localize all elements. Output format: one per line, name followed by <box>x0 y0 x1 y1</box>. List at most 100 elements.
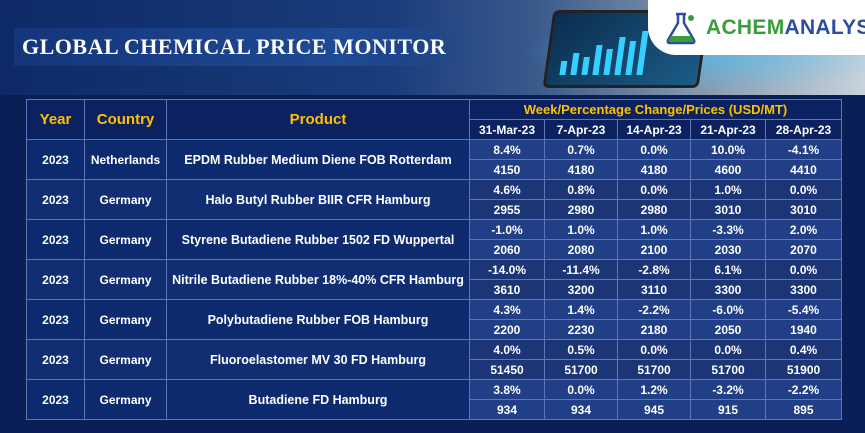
table-row: 2200 2230 2180 2050 1940 <box>27 319 842 340</box>
year-cell: 2023 <box>26 379 85 420</box>
price-cell: 4410 <box>765 159 842 180</box>
brand-name: ACHEMANALYST <box>706 16 865 40</box>
table-row: 2023 Germany Nitrile Butadiene Rubber 18%-… <box>26 259 842 300</box>
pct-change-cell: 3.8% <box>469 379 545 400</box>
product-cell: EPDM Rubber Medium Diene FOB Rotterdam <box>166 139 470 180</box>
table-body: 2023 Netherlands EPDM Rubber Medium Diene … <box>26 139 842 420</box>
price-cell: 3010 <box>765 199 842 220</box>
price-cell: 3300 <box>765 279 842 300</box>
product-cell: Butadiene FD Hamburg <box>166 379 470 420</box>
header-week-change: Week/Percentage Change/Prices (USD/MT) <box>469 99 842 120</box>
price-cell: 51700 <box>544 359 618 380</box>
price-cell: 4180 <box>617 159 691 180</box>
product-cell: Fluoroelastomer MV 30 FD Hamburg <box>166 339 470 380</box>
price-cell: 945 <box>617 399 691 420</box>
brand-name-rest: ANALYST <box>784 16 865 39</box>
price-cell: 2030 <box>690 239 766 260</box>
pct-change-cell: 8.4% <box>469 139 545 160</box>
table-row: 2023 Germany Halo Butyl Rubber BIIR CFR Ha… <box>26 179 842 220</box>
country-cell: Germany <box>84 179 167 220</box>
pct-change-cell: -14.0% <box>469 259 545 280</box>
price-cell: 51700 <box>617 359 691 380</box>
pct-change-cell: 0.0% <box>617 339 691 360</box>
product-cell: Halo Butyl Rubber BIIR CFR Hamburg <box>166 179 470 220</box>
year-cell: 2023 <box>26 179 85 220</box>
pct-change-cell: -3.2% <box>690 379 766 400</box>
header-product: Product <box>166 99 470 140</box>
table-row: 2023 Netherlands EPDM Rubber Medium Diene … <box>26 139 842 180</box>
table-row: 2023 Germany Butadiene FD Hamburg 3.8% 0.0% 1… <box>26 379 842 420</box>
pct-change-cell: 0.5% <box>544 339 618 360</box>
pct-change-cell: -6.0% <box>690 299 766 320</box>
price-cell: 895 <box>765 399 842 420</box>
pct-change-cell: 0.4% <box>765 339 842 360</box>
price-cell: 2200 <box>469 319 545 340</box>
pct-change-cell: 0.0% <box>617 139 691 160</box>
price-cell: 2080 <box>544 239 618 260</box>
pct-change-cell: 2.0% <box>765 219 842 240</box>
table-row: 2023 Germany Styrene Butadiene Rubber 1502… <box>26 219 842 260</box>
pct-change-cell: 4.6% <box>469 179 545 200</box>
pct-change-cell: 1.0% <box>690 179 766 200</box>
product-cell: Nitrile Butadiene Rubber 18%-40% CFR Ham… <box>166 259 470 300</box>
pct-change-cell: 0.8% <box>544 179 618 200</box>
year-cell: 2023 <box>26 339 85 380</box>
price-cell: 934 <box>544 399 618 420</box>
price-cell: 2100 <box>617 239 691 260</box>
pct-change-cell: -4.1% <box>765 139 842 160</box>
price-cell: 51900 <box>765 359 842 380</box>
country-cell: Germany <box>84 339 167 380</box>
pct-change-cell: 4.0% <box>469 339 545 360</box>
price-cell: 51700 <box>690 359 766 380</box>
table-row: 2060 2080 2100 2030 2070 <box>27 239 842 260</box>
price-cell: 3300 <box>690 279 766 300</box>
price-cell: 51450 <box>469 359 545 380</box>
price-cell: 4150 <box>469 159 545 180</box>
year-cell: 2023 <box>26 219 85 260</box>
price-cell: 934 <box>469 399 545 420</box>
header-date: 14-Apr-23 <box>617 119 691 140</box>
table-row: 4150 4180 4180 4600 4410 <box>27 159 842 180</box>
price-cell: 2050 <box>690 319 766 340</box>
country-cell: Germany <box>84 219 167 260</box>
country-cell: Germany <box>84 299 167 340</box>
pct-change-cell: -3.3% <box>690 219 766 240</box>
year-cell: 2023 <box>26 299 85 340</box>
pct-change-cell: 0.0% <box>617 179 691 200</box>
title-bar: GLOBAL CHEMICAL PRICE MONITOR <box>14 28 484 66</box>
table-row: 2023 Germany Fluoroelastomer MV 30 FD Hamb… <box>26 339 842 380</box>
pct-change-cell: 10.0% <box>690 139 766 160</box>
pct-change-cell: 1.4% <box>544 299 618 320</box>
table-row: 2023 Germany Polybutadiene Rubber FOB Hamb… <box>26 299 842 340</box>
price-cell: 4180 <box>544 159 618 180</box>
table-row: 51450 51700 51700 51700 51900 <box>27 359 842 380</box>
year-cell: 2023 <box>26 259 85 300</box>
price-cell: 1940 <box>765 319 842 340</box>
price-table: Year Country Product Week/Percentage Cha… <box>26 99 842 420</box>
price-cell: 3200 <box>544 279 618 300</box>
product-cell: Styrene Butadiene Rubber 1502 FD Wuppert… <box>166 219 470 260</box>
year-cell: 2023 <box>26 139 85 180</box>
price-cell: 4600 <box>690 159 766 180</box>
price-table-wrapper: Year Country Product Week/Percentage Cha… <box>26 99 842 420</box>
pct-change-cell: 0.0% <box>690 339 766 360</box>
price-cell: 2180 <box>617 319 691 340</box>
product-cell: Polybutadiene Rubber FOB Hamburg <box>166 299 470 340</box>
pct-change-cell: -2.8% <box>617 259 691 280</box>
pct-change-cell: -2.2% <box>617 299 691 320</box>
header-date: 28-Apr-23 <box>765 119 842 140</box>
page-title: GLOBAL CHEMICAL PRICE MONITOR <box>22 34 447 59</box>
header-date: 31-Mar-23 <box>469 119 545 140</box>
header-date: 7-Apr-23 <box>544 119 618 140</box>
price-cell: 2955 <box>469 199 545 220</box>
header-year: Year <box>26 99 85 140</box>
price-cell: 3610 <box>469 279 545 300</box>
pct-change-cell: 1.2% <box>617 379 691 400</box>
country-cell: Germany <box>84 259 167 300</box>
price-cell: 3010 <box>690 199 766 220</box>
price-cell: 2060 <box>469 239 545 260</box>
brand-name-accent: ACHEM <box>706 16 785 39</box>
price-cell: 2230 <box>544 319 618 340</box>
price-cell: 3110 <box>617 279 691 300</box>
price-cell: 2070 <box>765 239 842 260</box>
